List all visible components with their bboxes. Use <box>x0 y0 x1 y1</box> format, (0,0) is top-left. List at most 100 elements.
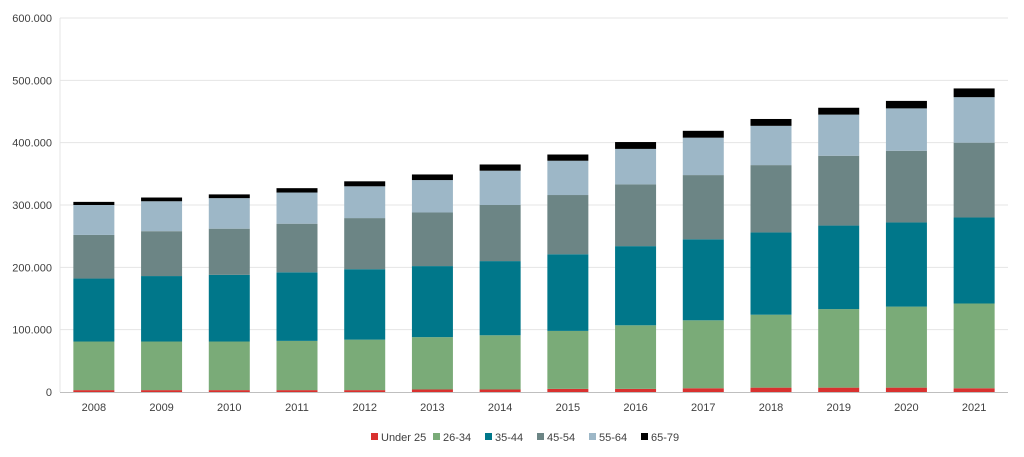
bar-segment-2009-under-25 <box>141 390 183 392</box>
bar-segment-2013-55-64 <box>411 180 453 213</box>
bar-segment-2021-under-25 <box>953 388 995 392</box>
bar-segment-2013-under-25 <box>411 389 453 392</box>
bar-segment-2016-55-64 <box>615 148 657 185</box>
bar-segment-2013-35-44 <box>411 266 453 338</box>
x-tick-label: 2014 <box>488 402 512 414</box>
bar-segment-2021-65-79 <box>953 88 995 98</box>
x-axis-ticks: 2008 2009 2010 2011 2012 2013 2014 2015 2016 2017… <box>82 402 987 414</box>
bar-segment-2020-65-79 <box>885 100 927 109</box>
bar-segment-2013-45-54 <box>411 212 453 267</box>
legend-label: 45-54 <box>547 432 575 444</box>
legend-swatch <box>589 433 596 440</box>
x-tick-label: 2021 <box>962 402 986 414</box>
legend: Under 25 26-34 35-44 45-54 55-64 65-79 <box>371 432 679 444</box>
bar-segment-2017-45-54 <box>682 175 724 240</box>
bar-segment-2015-35-44 <box>547 254 589 331</box>
x-tick-label: 2016 <box>623 402 647 414</box>
bar-segment-2018-55-64 <box>750 125 792 166</box>
bar-segment-2011-45-54 <box>276 223 318 273</box>
bar-segment-2020-26-34 <box>885 306 927 388</box>
bar-segment-2015-26-34 <box>547 330 589 389</box>
bar-segment-2014-45-54 <box>479 205 521 262</box>
legend-label: 55-64 <box>599 432 627 444</box>
x-tick-label: 2008 <box>82 402 106 414</box>
x-tick-label: 2019 <box>826 402 850 414</box>
bar-segment-2017-35-44 <box>682 239 724 321</box>
bar-segment-2014-65-79 <box>479 164 521 171</box>
bar-segment-2017-26-34 <box>682 320 724 389</box>
bar-segment-2021-35-44 <box>953 217 995 304</box>
y-tick-label: 600.000 <box>12 13 52 25</box>
legend-swatch <box>433 433 440 440</box>
bar-segment-2019-55-64 <box>818 114 860 156</box>
bar-segment-2021-45-54 <box>953 142 995 218</box>
x-tick-label: 2018 <box>759 402 783 414</box>
bar-segment-2013-65-79 <box>411 174 453 181</box>
bar-segment-2008-26-34 <box>73 341 115 391</box>
bar-segment-2009-55-64 <box>141 201 183 232</box>
bar-segment-2008-35-44 <box>73 278 115 342</box>
bar-segment-2013-26-34 <box>411 337 453 390</box>
bar-segment-2009-65-79 <box>141 197 183 202</box>
bar-segment-2008-55-64 <box>73 205 115 235</box>
bar-segment-2012-65-79 <box>344 181 386 187</box>
bar-segment-2015-under-25 <box>547 388 589 392</box>
gridlines <box>59 17 1008 392</box>
legend-swatch <box>641 433 648 440</box>
bar-segment-2021-26-34 <box>953 303 995 389</box>
bar-segment-2016-35-44 <box>615 246 657 326</box>
bar-segment-2020-under-25 <box>885 387 927 392</box>
y-tick-label: 100.000 <box>12 325 52 337</box>
y-tick-label: 0 <box>46 387 52 399</box>
bar-segment-2009-35-44 <box>141 276 183 342</box>
bar-segment-2014-55-64 <box>479 170 521 205</box>
bar-segment-2020-55-64 <box>885 108 927 151</box>
bar-segment-2010-55-64 <box>208 198 250 229</box>
legend-swatch <box>485 433 492 440</box>
y-tick-label: 500.000 <box>12 75 52 87</box>
legend-label: 35-44 <box>495 432 523 444</box>
bar-segment-2010-35-44 <box>208 274 250 342</box>
bar-segment-2011-under-25 <box>276 390 318 392</box>
bar-segment-2010-65-79 <box>208 194 250 199</box>
bar-segment-2012-45-54 <box>344 218 386 270</box>
bar-segment-2014-under-25 <box>479 389 521 392</box>
x-tick-label: 2012 <box>352 402 376 414</box>
bar-segment-2020-45-54 <box>885 150 927 223</box>
bar-segment-2019-35-44 <box>818 225 860 310</box>
bar-segment-2012-55-64 <box>344 186 386 219</box>
bar-segment-2016-65-79 <box>615 142 657 149</box>
x-tick-label: 2015 <box>556 402 580 414</box>
bar-segment-2012-under-25 <box>344 390 386 392</box>
bar-segment-2018-under-25 <box>750 387 792 392</box>
x-tick-label: 2011 <box>285 402 309 414</box>
bar-segment-2020-35-44 <box>885 222 927 307</box>
bar-segment-2015-45-54 <box>547 195 589 255</box>
y-tick-label: 300.000 <box>12 200 52 212</box>
legend-swatch <box>371 433 378 440</box>
bar-segment-2014-35-44 <box>479 261 521 336</box>
y-tick-label: 400.000 <box>12 138 52 150</box>
legend-label: 65-79 <box>651 432 679 444</box>
bar-segment-2010-under-25 <box>208 390 250 392</box>
bar-segment-2017-under-25 <box>682 388 724 392</box>
legend-swatch <box>537 433 544 440</box>
y-tick-label: 200.000 <box>12 262 52 274</box>
x-tick-label: 2013 <box>420 402 444 414</box>
bar-segment-2009-26-34 <box>141 341 183 391</box>
legend-label: 26-34 <box>443 432 471 444</box>
bar-segment-2018-65-79 <box>750 118 792 126</box>
bar-segment-2010-45-54 <box>208 228 250 275</box>
bar-segment-2011-55-64 <box>276 192 318 224</box>
bar-segment-2012-26-34 <box>344 339 386 391</box>
bar-segment-2016-45-54 <box>615 184 657 247</box>
x-tick-label: 2020 <box>894 402 918 414</box>
y-axis-ticks: 0 100.000 200.000 300.000 400.000 500.000 600.… <box>12 13 52 399</box>
bar-segment-2008-65-79 <box>73 201 115 205</box>
bars <box>73 88 995 392</box>
bar-segment-2014-26-34 <box>479 335 521 390</box>
bar-segment-2010-26-34 <box>208 341 250 391</box>
bar-segment-2008-45-54 <box>73 234 115 279</box>
